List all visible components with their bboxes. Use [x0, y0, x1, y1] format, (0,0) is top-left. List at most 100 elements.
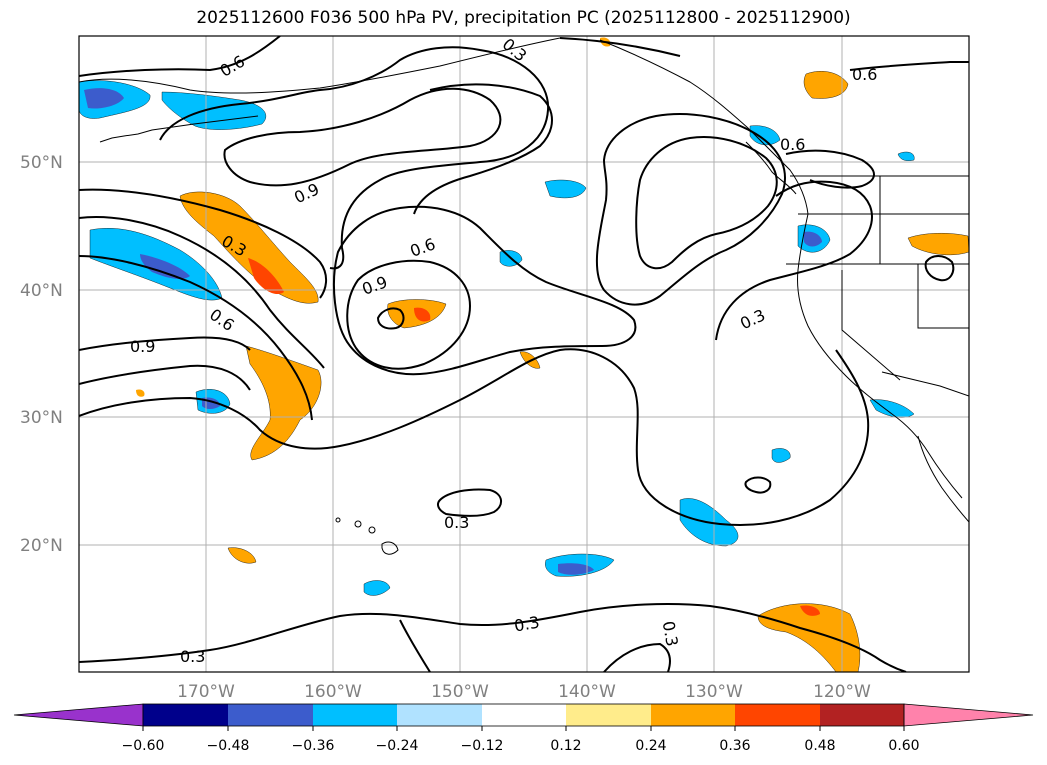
- lat-label-30n: 30°N: [20, 408, 63, 428]
- lat-label-40n: 40°N: [20, 281, 63, 301]
- contour-label: 0.9: [130, 337, 155, 356]
- pos-area-small-west: [227, 547, 257, 564]
- map-title: 2025112600 F036 500 hPa PV, precipitatio…: [196, 8, 851, 28]
- contour-0.3-center: [413, 83, 553, 215]
- lon-label-160w: 160°W: [304, 682, 362, 702]
- contour-0.3-top: [559, 37, 681, 57]
- contour-label: 0.3: [513, 612, 541, 635]
- gridlines: [79, 36, 969, 672]
- neg-area-small-east: [771, 448, 791, 463]
- colorbar-tick-label: 0.60: [888, 738, 919, 754]
- colorbar-tick-label: −0.24: [376, 738, 419, 754]
- colorbar-bin: [735, 704, 820, 726]
- contour-0.9-center-loop: [346, 259, 472, 370]
- precip-positive-areas: [136, 37, 969, 672]
- colorbar-bin: [651, 704, 735, 726]
- contour-0.9-left: [79, 336, 251, 351]
- colorbar-bin: [397, 704, 482, 726]
- hawaii-island-1: [335, 517, 341, 523]
- colorbar-tick-label: 0.12: [550, 738, 581, 754]
- colorbar-bin: [566, 704, 651, 726]
- hawaii-big-island: [381, 541, 399, 555]
- colorbar-tick-label: −0.36: [292, 738, 335, 754]
- contour-0.6-inner-loop: [223, 87, 502, 187]
- pos-core-center: [414, 307, 431, 322]
- neg-area-mid: [544, 179, 587, 199]
- contour-label: 0.3: [659, 620, 682, 648]
- contour-label: 0.3: [180, 647, 205, 666]
- hawaii-island-3: [368, 526, 376, 534]
- colorbar-frame: [142, 703, 905, 727]
- aleutian-chain: [99, 115, 259, 143]
- state-border-5: [841, 270, 901, 381]
- se-alaska-coast: [599, 39, 809, 215]
- pos-area-band: [179, 191, 319, 304]
- pos-core-southeast: [800, 605, 820, 616]
- contour-0.3-south: [79, 603, 907, 672]
- neg-core-nw: [84, 88, 124, 109]
- lon-label-150w: 150°W: [431, 682, 489, 702]
- hawaii-island-2: [354, 520, 362, 528]
- lat-label-20n: 20°N: [20, 536, 63, 556]
- contour-0.6-ring-small: [376, 307, 405, 330]
- contour-0.9-loop-north: [159, 46, 550, 270]
- contour-0.3-hawaii: [437, 488, 502, 517]
- pos-area-east-edge: [907, 233, 969, 256]
- contour-0.6-right-loop: [635, 136, 778, 270]
- lon-label-130w: 130°W: [685, 682, 743, 702]
- pos-core-band: [248, 258, 284, 295]
- colorbar-tick-label: −0.48: [207, 738, 250, 754]
- longitude-labels: 170°W 160°W 150°W 140°W 130°W 120°W: [177, 682, 871, 702]
- map-frame: [78, 35, 970, 673]
- pos-area-nne: [803, 71, 849, 99]
- lon-label-120w: 120°W: [813, 682, 871, 702]
- colorbar-tick-label: 0.24: [635, 738, 666, 754]
- colorbar-tick-label: −0.12: [461, 738, 504, 754]
- colorbar-tick-label: 0.36: [719, 738, 750, 754]
- colorbar-bin: [143, 704, 228, 726]
- lon-label-140w: 140°W: [558, 682, 616, 702]
- neg-area-aleutian: [161, 91, 267, 130]
- contour-0.6-band: [79, 215, 325, 369]
- pos-area-tiny-w: [136, 389, 145, 397]
- contour-0.9-lower: [79, 364, 251, 391]
- contour-0.9-right-loop: [595, 113, 786, 306]
- colorbar-bin: [820, 704, 904, 726]
- map-area: 0.6 0.3 0.6 0.6 0.9 0.3 0.6 0.9 0.3 0.6 …: [79, 36, 969, 672]
- pv-contours: [79, 36, 969, 672]
- contour-label: 0.3: [444, 513, 469, 532]
- contour-0.3-right-coast: [715, 180, 873, 341]
- neg-core-south-center: [558, 563, 594, 575]
- neg-core-oregon: [804, 231, 822, 247]
- colorbar-ticks: [142, 726, 905, 731]
- contour-label: 0.6: [780, 135, 805, 154]
- contour-0.6-north: [79, 36, 281, 77]
- coastlines: [79, 37, 969, 555]
- neg-area-small-south: [363, 580, 391, 596]
- lat-label-50n: 50°N: [20, 153, 63, 173]
- colorbar-extend-left: [13, 703, 144, 727]
- contour-0.6-north-right: [849, 61, 969, 71]
- neg-area-bc: [749, 125, 781, 146]
- contour-0.3-small-east: [924, 255, 955, 282]
- us-west-coast: [797, 213, 963, 499]
- colorbar-bin: [482, 704, 566, 726]
- colorbar-extend-right: [903, 703, 1034, 727]
- contour-0.3-south-line: [399, 619, 431, 672]
- alaska-coast: [79, 37, 561, 94]
- colorbar-tick-label: −0.60: [122, 738, 165, 754]
- neg-area-socal: [869, 399, 915, 418]
- contour-0.6-lower: [79, 348, 870, 526]
- contour-0.6-center-loop: [333, 205, 637, 376]
- colorbar-bin: [228, 704, 313, 726]
- contour-0.3-north-right: [785, 149, 875, 189]
- neg-core-west-band: [140, 254, 190, 279]
- baja-coast: [917, 435, 969, 523]
- contour-0.3-band: [79, 255, 313, 421]
- mexico-border: [881, 371, 969, 397]
- contour-0.3-small-center: [744, 476, 772, 494]
- contour-0.3-south-loop: [603, 642, 671, 672]
- colorbar-bin: [313, 704, 397, 726]
- latitude-labels: 50°N 40°N 30°N 20°N: [20, 153, 63, 556]
